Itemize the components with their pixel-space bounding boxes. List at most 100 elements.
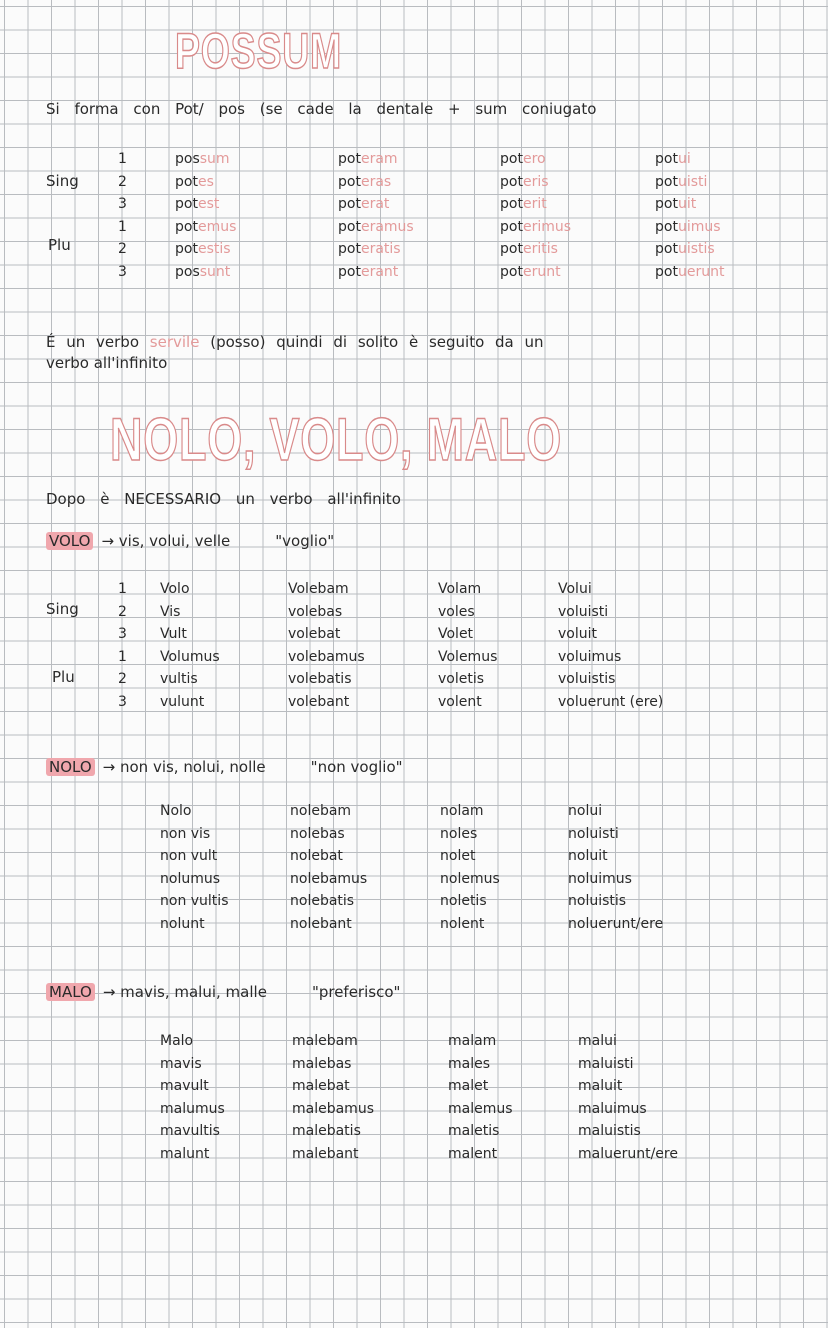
plu-label: Plu <box>48 236 71 254</box>
verb-ending: ero <box>522 151 546 167</box>
verb-ending: emus <box>197 218 237 235</box>
possum-note: É un verbo servile (posso) quindi di sol… <box>46 333 544 351</box>
verb-form: poteratis <box>338 238 414 261</box>
verb-stem: pot <box>655 218 678 235</box>
verb-ending: erit <box>522 196 547 212</box>
verb-form: noletis <box>440 893 487 909</box>
conjugation-column: nolebam nolebas nolebat nolebamus nolebatis n… <box>290 800 367 935</box>
verb-stem: pot <box>500 263 523 280</box>
verb-ending: erunt <box>522 263 561 280</box>
verb-ending: ui <box>677 151 691 167</box>
verb-form: Volumus <box>160 648 220 665</box>
conjugation-column: possum potes potest potemus potestis possunt <box>175 148 236 283</box>
verb-form: possunt <box>175 261 236 284</box>
verb-stem: pos <box>175 151 200 167</box>
nolo-principal-parts: → non vis, nolui, nolle <box>102 758 266 776</box>
conjugation-column: nolam noles nolet nolemus noletis nolent <box>440 800 500 935</box>
verb-form: volebamus <box>288 648 365 665</box>
verb-form: maluimus <box>578 1100 647 1117</box>
verb-form: Volo <box>160 581 190 597</box>
verb-form: Vult <box>160 626 187 642</box>
verb-form: poterimus <box>500 216 571 239</box>
verb-form: mavultis <box>160 1123 220 1139</box>
verb-ending: uistis <box>677 241 715 257</box>
person-number: 1 <box>118 151 127 167</box>
verb-stem: pos <box>175 263 200 280</box>
verb-form: potuerunt <box>655 261 724 284</box>
person-number: 3 <box>118 626 127 642</box>
conjugation-column: poteram poteras poterat poteramus poteratis p… <box>338 148 414 283</box>
verb-stem: pot <box>500 218 523 235</box>
conjugation-column: Nolo non vis non vult nolumus non vultis nolu… <box>160 800 228 935</box>
verb-form: voletis <box>438 671 485 687</box>
verb-form: nolumus <box>160 870 221 887</box>
verb-stem: pot <box>655 173 678 190</box>
verb-form: potui <box>655 148 724 171</box>
conjugation-column: Malo mavis mavult malumus mavultis malunt <box>160 1030 225 1165</box>
verb-ending: est <box>197 196 220 212</box>
conjugation-column: potero poteris poterit poterimus poteritis po… <box>500 148 571 283</box>
verb-form: non vis <box>160 825 211 842</box>
verb-form: vultis <box>160 671 198 687</box>
verb-form: volent <box>438 693 482 710</box>
verb-ending: estis <box>197 241 231 257</box>
verb-form: Volemus <box>438 648 498 665</box>
volo-heading: VOLO → vis, volui, velle "voglio" <box>46 532 334 550</box>
nolo-label: NOLO <box>46 758 95 776</box>
verb-stem: pot <box>338 173 361 190</box>
verb-form: voles <box>438 603 475 620</box>
verb-form: Volui <box>558 581 592 597</box>
plu-label: Plu <box>52 668 75 686</box>
verb-form: potestis <box>175 238 236 261</box>
verb-ending: erat <box>360 196 390 212</box>
verb-stem: pot <box>338 151 361 167</box>
verb-form: malebat <box>292 1078 350 1094</box>
verb-form: volebant <box>288 693 350 710</box>
verb-form: malet <box>448 1078 489 1094</box>
verb-form: potest <box>175 193 236 216</box>
verb-form: potuimus <box>655 216 724 239</box>
verb-stem: pot <box>175 173 198 190</box>
verb-form: potuisti <box>655 171 724 194</box>
verb-stem: pot <box>655 263 678 280</box>
verb-stem: pot <box>338 196 361 212</box>
volo-meaning: "voglio" <box>275 532 335 550</box>
verb-ending: sum <box>199 151 230 167</box>
verb-form: nolui <box>568 803 603 819</box>
verb-form: poteramus <box>338 216 414 239</box>
verb-form: malumus <box>160 1100 225 1117</box>
verb-form: Volet <box>438 626 474 642</box>
verb-ending: eras <box>360 173 392 190</box>
person-numbers: 1 2 3 1 2 3 <box>118 578 127 713</box>
verb-form: nolebas <box>290 825 345 842</box>
conjugation-column: Volui voluisti voluit voluimus voluistis volu… <box>558 578 663 713</box>
verb-form: malebatis <box>292 1123 361 1139</box>
sing-label: Sing <box>46 172 79 190</box>
verb-ending: es <box>197 173 214 190</box>
verb-form: Nolo <box>160 803 192 819</box>
verb-stem: pot <box>175 241 198 257</box>
verb-form: maluerunt/ere <box>578 1145 678 1162</box>
verb-stem: pot <box>338 263 361 280</box>
verb-form: malemus <box>448 1100 513 1117</box>
verb-ending: eram <box>360 151 398 167</box>
verb-form: Volam <box>438 581 482 597</box>
verb-ending: eris <box>522 173 549 190</box>
verb-form: malebam <box>292 1033 358 1049</box>
conjugation-column: Volebam volebas volebat volebamus volebatis v… <box>288 578 365 713</box>
possum-intro: Si forma con Pot/ pos (se cade la dental… <box>46 100 597 118</box>
verb-form: non vult <box>160 848 218 864</box>
verb-form: malam <box>448 1033 497 1049</box>
malo-meaning: "preferisco" <box>311 983 401 1001</box>
malo-principal-parts: → mavis, malui, malle <box>102 983 267 1001</box>
conjugation-column: malebam malebas malebat malebamus malebatis m… <box>292 1030 374 1165</box>
verb-ending: eramus <box>360 218 414 235</box>
nvm-note: Dopo è NECESSARIO un verbo all'infinito <box>46 490 401 508</box>
verb-stem: pot <box>500 196 523 212</box>
verb-form: malebas <box>292 1055 352 1072</box>
verb-form: nolet <box>440 848 476 864</box>
conjugation-column: Volam voles Volet Volemus voletis volent <box>438 578 497 713</box>
verb-form: poterant <box>338 261 414 284</box>
volo-principal-parts: → vis, volui, velle <box>101 532 231 550</box>
verb-form: nolebat <box>290 848 343 864</box>
